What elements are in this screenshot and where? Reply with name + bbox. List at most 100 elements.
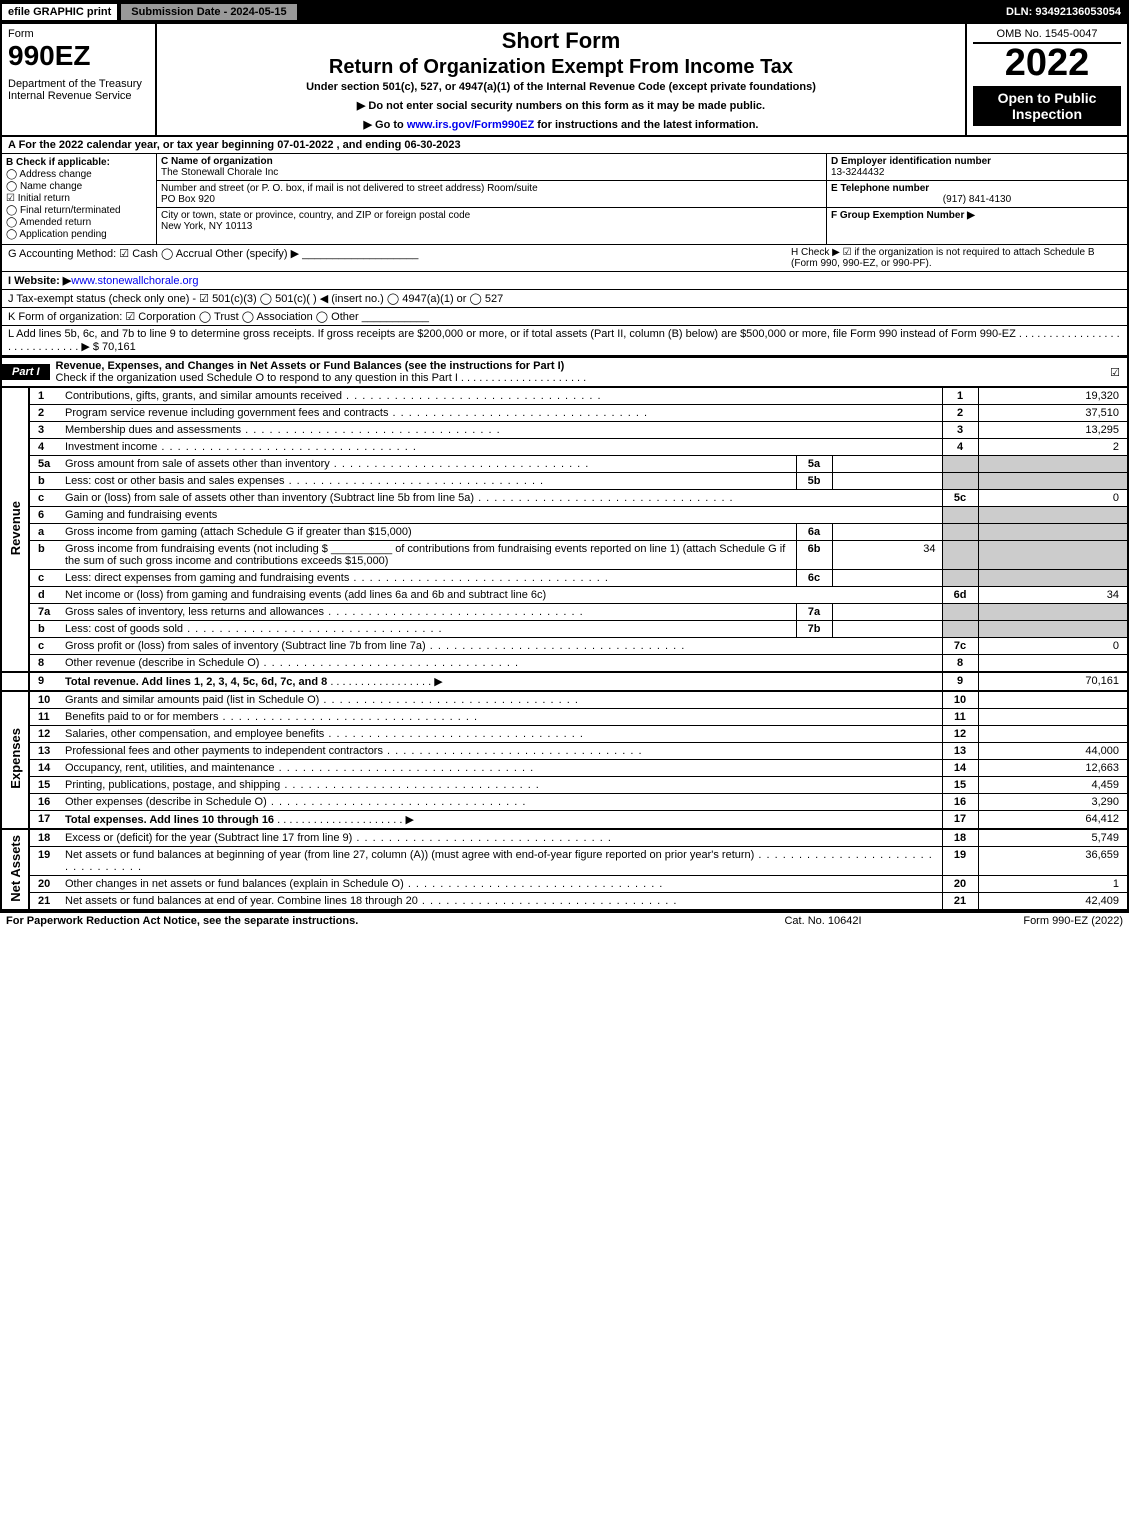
ln-6b: b [29,541,61,570]
footer-left: For Paperwork Reduction Act Notice, see … [6,915,723,927]
ln-10: 10 [29,691,61,709]
desc-2: Program service revenue including govern… [61,405,942,422]
val-4: 2 [978,439,1128,456]
note-link: ▶ Go to www.irs.gov/Form990EZ for instru… [165,118,957,131]
d-label: D Employer identification number [831,156,991,167]
num-9: 9 [942,672,978,691]
val-1: 19,320 [978,388,1128,405]
row-j: J Tax-exempt status (check only one) - ☑… [0,290,1129,308]
row-k: K Form of organization: ☑ Corporation ◯ … [0,308,1129,326]
val-17: 64,412 [978,811,1128,830]
side-net-assets: Net Assets [8,835,23,902]
desc-1: Contributions, gifts, grants, and simila… [61,388,942,405]
ln-19: 19 [29,847,61,876]
val-13: 44,000 [978,743,1128,760]
page-footer: For Paperwork Reduction Act Notice, see … [0,911,1129,929]
chk-initial-return[interactable]: ☑ Initial return [6,193,152,204]
minival-6c [832,570,942,587]
val-5c: 0 [978,490,1128,507]
desc-8: Other revenue (describe in Schedule O) [61,655,942,673]
part-i-title: Revenue, Expenses, and Changes in Net As… [50,358,1103,386]
chk-name-change[interactable]: ◯ Name change [6,181,152,192]
desc-5a: Gross amount from sale of assets other t… [61,456,796,473]
form-header: Form 990EZ Department of the Treasury In… [0,24,1129,137]
num-11: 11 [942,709,978,726]
ln-11: 11 [29,709,61,726]
ln-18: 18 [29,829,61,847]
desc-5b: Less: cost or other basis and sales expe… [61,473,796,490]
g-accounting: G Accounting Method: ☑ Cash ◯ Accrual Ot… [8,247,791,269]
h-check: H Check ▶ ☑ if the organization is not r… [791,247,1121,269]
desc-6c: Less: direct expenses from gaming and fu… [61,570,796,587]
mini-6b: 6b [796,541,832,570]
ln-4: 4 [29,439,61,456]
part-i-tab: Part I [2,364,50,380]
telephone: (917) 841-4130 [831,194,1123,205]
i-label: I Website: ▶ [8,275,71,287]
section-b-to-f: B Check if applicable: ◯ Address change … [0,154,1129,245]
row-a-text: A For the 2022 calendar year, or tax yea… [8,139,461,151]
val-6d: 34 [978,587,1128,604]
chk-final-return[interactable]: ◯ Final return/terminated [6,205,152,216]
org-name: The Stonewall Chorale Inc [161,167,278,178]
val-16: 3,290 [978,794,1128,811]
website-link[interactable]: www.stonewallchorale.org [71,275,198,287]
ln-6c: c [29,570,61,587]
val-12 [978,726,1128,743]
ln-2: 2 [29,405,61,422]
desc-6: Gaming and fundraising events [61,507,942,524]
desc-7b: Less: cost of goods sold [61,621,796,638]
num-2: 2 [942,405,978,422]
ln-17: 17 [29,811,61,830]
val-18: 5,749 [978,829,1128,847]
b-header: B Check if applicable: [6,157,152,168]
desc-20: Other changes in net assets or fund bala… [61,876,942,893]
org-city: New York, NY 10113 [161,221,252,232]
efile-graphic-print[interactable]: efile GRAPHIC print [0,2,119,22]
ln-6: 6 [29,507,61,524]
ln-20: 20 [29,876,61,893]
val-2: 37,510 [978,405,1128,422]
desc-16: Other expenses (describe in Schedule O) [61,794,942,811]
row-l: L Add lines 5b, 6c, and 7b to line 9 to … [0,326,1129,356]
desc-6a: Gross income from gaming (attach Schedul… [61,524,796,541]
desc-19: Net assets or fund balances at beginning… [61,847,942,876]
ln-3: 3 [29,422,61,439]
desc-15: Printing, publications, postage, and shi… [61,777,942,794]
chk-amended-return[interactable]: ◯ Amended return [6,217,152,228]
num-3: 3 [942,422,978,439]
num-4: 4 [942,439,978,456]
num-17: 17 [942,811,978,830]
desc-3: Membership dues and assessments [61,422,942,439]
minival-6a [832,524,942,541]
part-i-sub: Check if the organization used Schedule … [56,372,587,384]
mini-6a: 6a [796,524,832,541]
num-13: 13 [942,743,978,760]
irs-link[interactable]: www.irs.gov/Form990EZ [407,119,534,131]
minival-6b: 34 [832,541,942,570]
org-address: PO Box 920 [161,194,215,205]
ln-7b: b [29,621,61,638]
num-10: 10 [942,691,978,709]
desc-4: Investment income [61,439,942,456]
chk-address-change[interactable]: ◯ Address change [6,169,152,180]
footer-form: Form 990-EZ (2022) [923,915,1123,927]
minival-7a [832,604,942,621]
ln-9: 9 [29,672,61,691]
chk-application-pending[interactable]: ◯ Application pending [6,229,152,240]
form-number: 990EZ [8,40,149,72]
form-label: Form [8,28,149,40]
main-title: Return of Organization Exempt From Incom… [165,56,957,79]
submission-date: Submission Date - 2024-05-15 [119,2,298,22]
header-center: Short Form Return of Organization Exempt… [157,24,967,135]
part-i-check[interactable]: ☑ [1103,366,1127,379]
ln-7c: c [29,638,61,655]
desc-7c: Gross profit or (loss) from sales of inv… [61,638,942,655]
num-5c: 5c [942,490,978,507]
part-i-title-text: Revenue, Expenses, and Changes in Net As… [56,360,565,372]
val-8 [978,655,1128,673]
part-i-header: Part I Revenue, Expenses, and Changes in… [0,356,1129,388]
num-1: 1 [942,388,978,405]
f-label: F Group Exemption Number ▶ [831,210,975,221]
val-15: 4,459 [978,777,1128,794]
